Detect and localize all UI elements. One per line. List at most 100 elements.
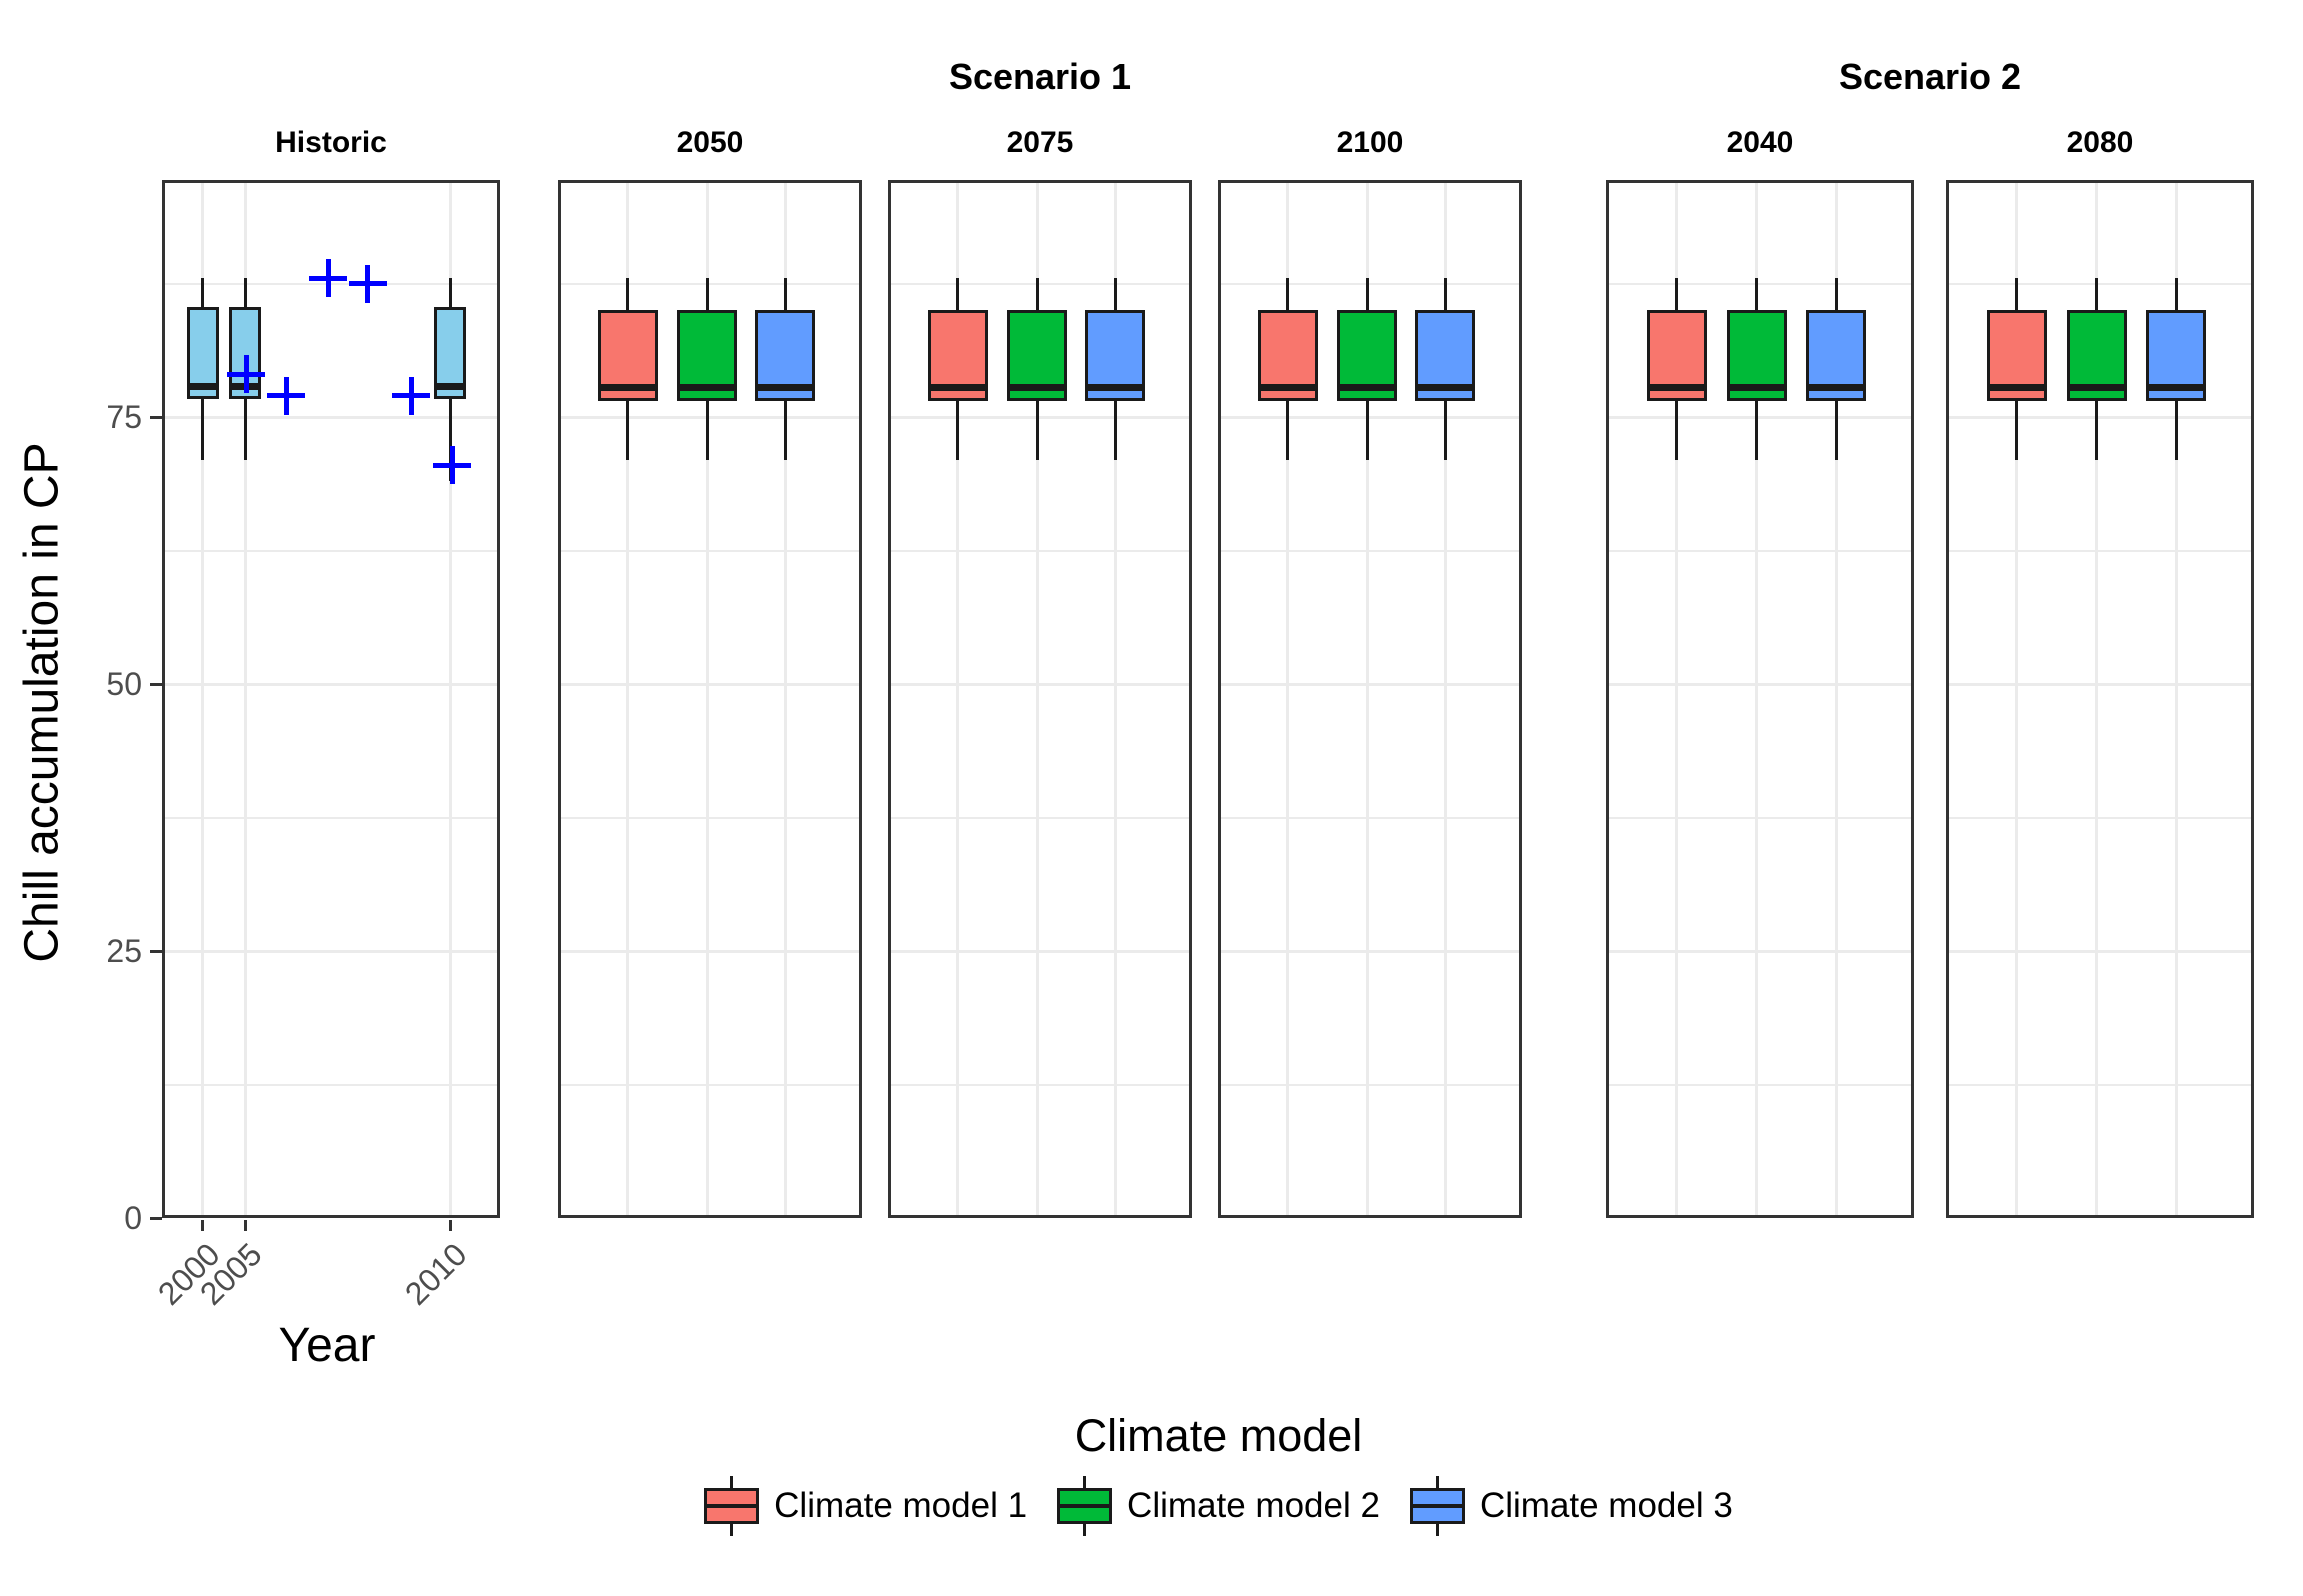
y-tick-label: 75 bbox=[106, 399, 142, 436]
y-axis-tick bbox=[150, 1216, 162, 1220]
boxplot-whisker-upper bbox=[956, 278, 960, 311]
gridline-vertical bbox=[1113, 183, 1117, 1215]
y-axis-tick bbox=[150, 682, 162, 686]
gridline-minor bbox=[891, 816, 1189, 819]
gridline-major bbox=[1949, 949, 2251, 953]
y-axis-tick bbox=[150, 415, 162, 419]
gridline-vertical bbox=[201, 183, 205, 1215]
key-whisker bbox=[1083, 1523, 1087, 1536]
boxplot-median bbox=[186, 382, 219, 390]
gridline-major bbox=[165, 949, 497, 953]
boxplot-median bbox=[1337, 383, 1397, 391]
boxplot-median bbox=[434, 382, 466, 390]
facet-panel-label-historic: Historic bbox=[275, 126, 387, 159]
observed-point-plus-icon bbox=[449, 446, 455, 485]
boxplot-median bbox=[2066, 383, 2127, 391]
boxplot-whisker-upper bbox=[1834, 278, 1838, 311]
facet-panel-label-2100: 2100 bbox=[1336, 126, 1404, 159]
facet-group-label-scenario-2: Scenario 2 bbox=[1838, 56, 2022, 97]
boxplot-whisker-upper bbox=[1035, 278, 1039, 311]
boxplot-whisker-upper bbox=[2174, 278, 2178, 311]
legend-label: Climate model 1 bbox=[774, 1486, 1028, 1525]
key-whisker bbox=[1435, 1476, 1439, 1489]
legend: Climate model 1 Climate model 2 Climate mo… bbox=[134, 1476, 2303, 1536]
boxplot-whisker-lower bbox=[243, 398, 247, 460]
boxplot-key-icon bbox=[1057, 1476, 1113, 1536]
gridline-major bbox=[561, 949, 859, 953]
y-axis-tick bbox=[150, 949, 162, 953]
boxplot-whisker-lower bbox=[201, 398, 205, 460]
boxplot-whisker-upper bbox=[1755, 278, 1759, 311]
gridline-major bbox=[1221, 415, 1519, 419]
boxplot-whisker-upper bbox=[626, 278, 630, 311]
gridline-major bbox=[1609, 415, 1911, 419]
gridline-vertical bbox=[1755, 183, 1759, 1215]
boxplot-whisker-lower bbox=[1675, 401, 1679, 460]
gridline-major bbox=[165, 415, 497, 419]
boxplot-median bbox=[1257, 383, 1318, 391]
gridline-minor bbox=[1609, 282, 1911, 285]
boxplot-whisker-lower bbox=[1365, 401, 1369, 460]
observed-point-plus-icon bbox=[243, 355, 249, 394]
boxplot-whisker-lower bbox=[2095, 401, 2099, 460]
gridline-minor bbox=[891, 549, 1189, 552]
key-median bbox=[1409, 1504, 1465, 1508]
x-tick-label: 2010 bbox=[397, 1236, 474, 1312]
gridline-minor bbox=[165, 1083, 497, 1086]
gridline-minor bbox=[165, 549, 497, 552]
gridline-vertical bbox=[2015, 183, 2019, 1215]
gridline-minor bbox=[561, 816, 859, 819]
boxplot-whisker-lower bbox=[1443, 401, 1447, 460]
boxplot-whisker-lower bbox=[2174, 401, 2178, 460]
x-axis-tick bbox=[243, 1220, 247, 1231]
boxplot-whisker-upper bbox=[448, 278, 452, 307]
boxplot-whisker-upper bbox=[1443, 278, 1447, 311]
gridline-minor bbox=[1221, 816, 1519, 819]
gridline-vertical bbox=[1286, 183, 1290, 1215]
gridline-major bbox=[561, 682, 859, 686]
boxplot-median bbox=[1726, 383, 1787, 391]
facet-group-label-scenario-1: Scenario 1 bbox=[948, 56, 1132, 97]
legend-label: Climate model 3 bbox=[1479, 1486, 1733, 1525]
boxplot-whisker-upper bbox=[201, 278, 205, 307]
boxplot-whisker-upper bbox=[705, 278, 709, 311]
gridline-vertical bbox=[1443, 183, 1447, 1215]
boxplot-median bbox=[677, 383, 737, 391]
key-whisker bbox=[1083, 1476, 1087, 1489]
gridline-major bbox=[891, 682, 1189, 686]
legend-entry-climate-model-2: Climate model 2 bbox=[1057, 1476, 1380, 1536]
key-whisker bbox=[1435, 1523, 1439, 1536]
gridline-vertical bbox=[1365, 183, 1369, 1215]
gridline-minor bbox=[561, 282, 859, 285]
boxplot-median bbox=[755, 383, 816, 391]
x-axis-tick bbox=[448, 1220, 452, 1231]
gridline-minor bbox=[561, 549, 859, 552]
boxplot-key-icon bbox=[1409, 1476, 1465, 1536]
gridline-minor bbox=[1949, 816, 2251, 819]
key-median bbox=[1057, 1504, 1113, 1508]
boxplot-median bbox=[1806, 383, 1867, 391]
facet-panel-label-2075: 2075 bbox=[1006, 126, 1074, 159]
facet-panel-label-2050: 2050 bbox=[676, 126, 744, 159]
observed-point-plus-icon bbox=[283, 376, 289, 415]
boxplot-median bbox=[1646, 383, 1707, 391]
gridline-minor bbox=[1609, 1083, 1911, 1086]
boxplot-whisker-lower bbox=[705, 401, 709, 460]
y-axis-title: Chill accumulation in CP bbox=[15, 442, 69, 963]
boxplot-median bbox=[1415, 383, 1476, 391]
boxplot-whisker-lower bbox=[448, 398, 452, 482]
gridline-major bbox=[165, 682, 497, 686]
key-median bbox=[704, 1504, 760, 1508]
observed-point-plus-icon bbox=[365, 264, 371, 303]
gridline-vertical bbox=[783, 183, 787, 1215]
observed-point-plus-icon bbox=[325, 259, 331, 298]
boxplot-whisker-upper bbox=[1286, 278, 1290, 311]
observed-point-plus-icon bbox=[408, 376, 414, 415]
legend-entry-climate-model-1: Climate model 1 bbox=[704, 1476, 1027, 1536]
boxplot-whisker-lower bbox=[1286, 401, 1290, 460]
gridline-major bbox=[1221, 949, 1519, 953]
facet-panel-label-2080: 2080 bbox=[2066, 126, 2134, 159]
boxplot-median bbox=[927, 383, 988, 391]
y-tick-label: 25 bbox=[106, 933, 142, 969]
